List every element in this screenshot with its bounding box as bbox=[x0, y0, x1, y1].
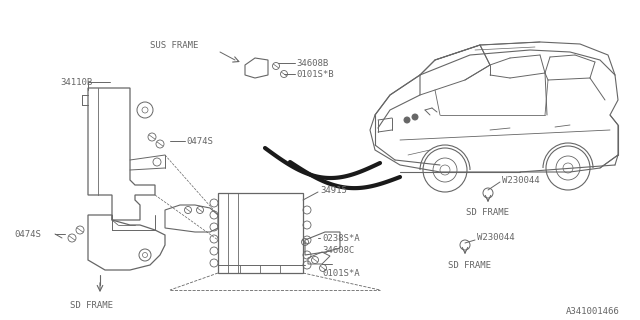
Text: SD FRAME: SD FRAME bbox=[448, 260, 491, 269]
Text: SD FRAME: SD FRAME bbox=[465, 207, 509, 217]
Text: 34608B: 34608B bbox=[296, 59, 328, 68]
Text: SUS FRAME: SUS FRAME bbox=[150, 41, 198, 50]
Text: W230044: W230044 bbox=[502, 175, 540, 185]
Text: 34915: 34915 bbox=[320, 186, 347, 195]
Text: 0101S*A: 0101S*A bbox=[322, 268, 360, 277]
Text: 0474S: 0474S bbox=[14, 229, 41, 238]
Circle shape bbox=[412, 114, 418, 120]
Text: W230044: W230044 bbox=[477, 233, 515, 242]
Text: 0474S: 0474S bbox=[186, 137, 213, 146]
Text: 0101S*B: 0101S*B bbox=[296, 69, 333, 78]
Text: A341001466: A341001466 bbox=[566, 308, 620, 316]
Text: SD FRAME: SD FRAME bbox=[70, 300, 113, 309]
Text: 34110B: 34110B bbox=[60, 77, 92, 86]
Text: 34608C: 34608C bbox=[322, 245, 355, 254]
Bar bbox=[218, 193, 303, 273]
Circle shape bbox=[404, 117, 410, 123]
Text: 0238S*A: 0238S*A bbox=[322, 234, 360, 243]
